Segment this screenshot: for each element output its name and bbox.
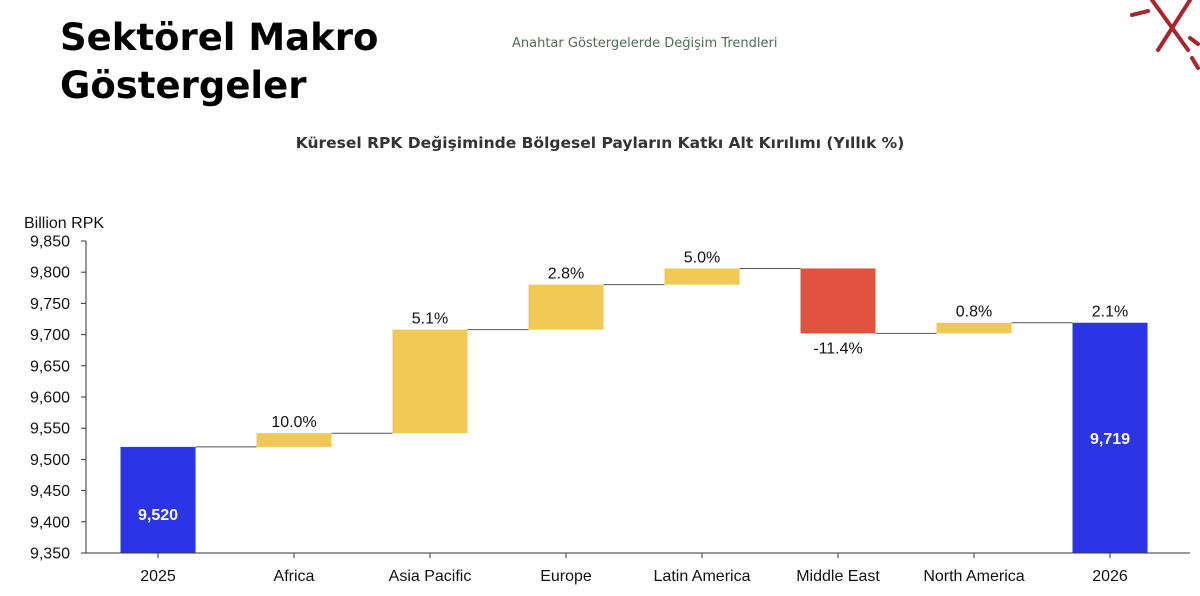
y-tick-label: 9,850 [30,234,70,251]
bar [800,268,876,334]
data-labels: 9,520 10.0% 5.1% 2.8% 5.0% -11.4% 0.8% 9,719 2.1… [138,249,1130,524]
bar-change-label: 5.0% [684,249,720,266]
bar [392,329,468,434]
y-tick-label: 9,600 [30,390,70,407]
x-tick-label: Middle East [796,568,880,585]
x-tick-label: North America [923,568,1024,585]
connectors [195,267,1073,448]
bar-change-label: 2.1% [1092,304,1128,321]
y-tick-label: 9,400 [30,514,70,531]
bar-change-label: 0.8% [956,304,992,321]
x-tick-label: 2025 [140,568,176,585]
y-tick-label: 9,750 [30,296,70,313]
bars [120,268,1148,553]
bar-change-label: -11.4% [813,340,863,357]
y-axis: 9,350 9,400 9,450 9,500 9,550 9,600 9,650 9,700… [30,234,87,563]
brand-logo-icon [1130,0,1200,70]
y-tick-label: 9,500 [30,452,70,469]
x-tick-label: Asia Pacific [389,568,472,585]
bar-value-label: 9,719 [1090,431,1130,448]
bar-change-label: 10.0% [271,414,316,431]
x-tick-label: Latin America [654,568,751,585]
bar [256,433,332,447]
x-tick-label: 2026 [1092,568,1128,585]
y-tick-label: 9,350 [30,546,70,563]
bar [120,446,196,553]
y-tick-label: 9,800 [30,265,70,282]
y-tick-label: 9,450 [30,483,70,500]
bar-value-label: 9,520 [138,507,178,524]
bar-change-label: 5.1% [412,311,448,328]
page-title: Sektörel Makro Göstergeler [60,14,420,110]
x-tick-label: Africa [274,568,315,585]
chart-title: Küresel RPK Değişiminde Bölgesel Payları… [296,134,905,152]
bar [664,268,740,285]
y-tick-label: 9,650 [30,358,70,375]
y-axis-label: Billion RPK [24,215,104,232]
page-title-line-2: Göstergeler [60,64,307,107]
page-subtitle: Anahtar Göstergelerde Değişim Trendleri [512,36,778,51]
bar [528,284,604,330]
bar [1072,322,1148,553]
x-axis: 2025 Africa Asia Pacific Europe Latin Americ… [86,552,1190,585]
y-tick-label: 9,550 [30,421,70,438]
x-tick-label: Europe [540,568,592,585]
bar-change-label: 2.8% [548,266,584,283]
y-tick-label: 9,700 [30,327,70,344]
bar [936,322,1012,334]
page-title-line-1: Sektörel Makro [60,16,379,59]
